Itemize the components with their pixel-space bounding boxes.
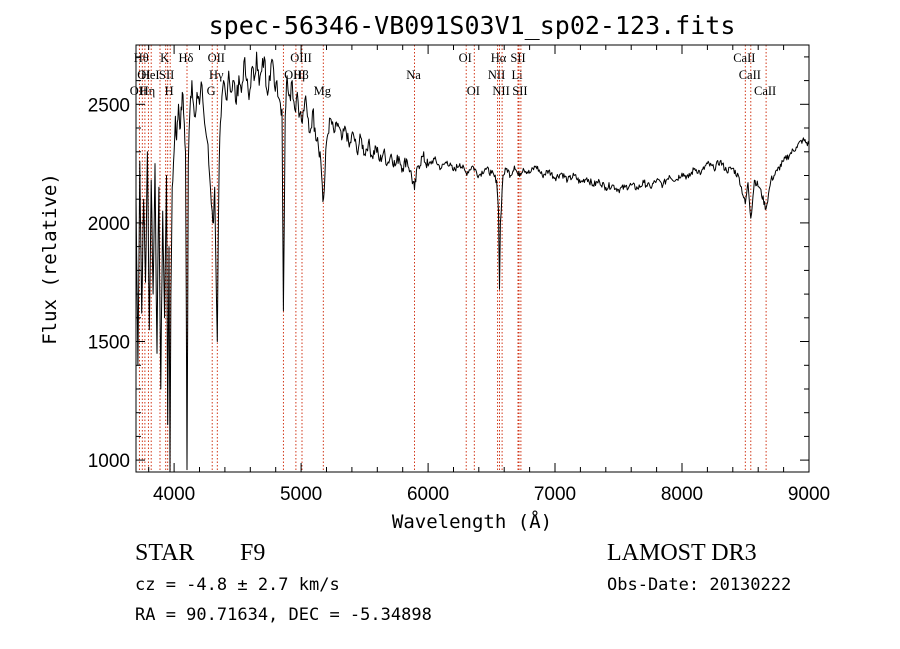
x-tick-label: 6000	[407, 484, 449, 505]
x-tick-label: 8000	[661, 484, 703, 505]
spectral-line-label: SII	[512, 84, 527, 98]
chart-title: spec-56346-VB091S03V1_sp02-123.fits	[209, 11, 736, 40]
redshift-cz: cz = -4.8 ± 2.7 km/s	[135, 575, 340, 595]
plot-frame	[135, 44, 810, 473]
spectral-line-label: OII	[208, 51, 225, 65]
spectral-line-label: OI	[459, 51, 472, 65]
spectral-line-label: OI	[137, 68, 150, 82]
y-tick-label: 1500	[88, 333, 130, 354]
spectral-line-label: SII	[159, 68, 174, 82]
object-class: STAR	[135, 540, 194, 566]
y-axis-label: Flux (relative)	[39, 173, 61, 345]
spectral-line-label: Mg	[314, 84, 332, 98]
spectral-line-label: Hδ	[179, 51, 194, 65]
spectral-line-label: OIII	[290, 51, 312, 65]
spectral-line-label: Hγ	[209, 68, 224, 82]
spectral-line-label: OI	[467, 84, 480, 98]
spectral-line-label: OIII	[284, 68, 306, 82]
series-line-0	[135, 51, 810, 473]
spectral-line-label: CaII	[733, 51, 755, 65]
y-tick-label: 1000	[88, 451, 130, 472]
spectral-line-label: K	[160, 51, 169, 65]
spectral-line-label: Na	[406, 68, 421, 82]
spectral-line-label: NII	[492, 84, 509, 98]
x-tick-label: 9000	[788, 484, 830, 505]
x-tick-label: 7000	[534, 484, 576, 505]
axis-ticks: 4000 5000 6000 7000 8000 9000 1000 1500 2000 2500	[88, 45, 830, 505]
x-axis-label: Wavelength (Å)	[392, 510, 552, 533]
spectral-line-label: HeI	[141, 68, 160, 82]
spectral-line-label: H	[165, 84, 174, 98]
y-tick-label: 2500	[88, 95, 130, 116]
spectral-line-label: Hη	[140, 84, 156, 98]
spectral-line-label: NII	[488, 68, 505, 82]
spectral-line-label: Li	[511, 68, 523, 82]
spectral-line-label: Hα	[491, 51, 507, 65]
x-tick-label: 4000	[153, 484, 195, 505]
spectral-line-label: Hβ	[293, 68, 308, 82]
spectral-line-label: G	[207, 84, 216, 98]
survey-name: LAMOST DR3	[607, 540, 757, 566]
coordinates-ra-dec: RA = 90.71634, DEC = -5.34898	[135, 605, 432, 625]
observation-date: Obs-Date: 20130222	[607, 575, 791, 595]
spectral-line-label: CaII	[754, 84, 776, 98]
spectral-line-label: CaII	[739, 68, 761, 82]
object-subclass: F9	[240, 540, 265, 566]
spectral-line-label: Hθ	[134, 51, 149, 65]
spectral-line-label: SII	[510, 51, 525, 65]
y-tick-label: 2000	[88, 214, 130, 235]
flux-series	[135, 51, 810, 473]
x-tick-label: 5000	[280, 484, 322, 505]
